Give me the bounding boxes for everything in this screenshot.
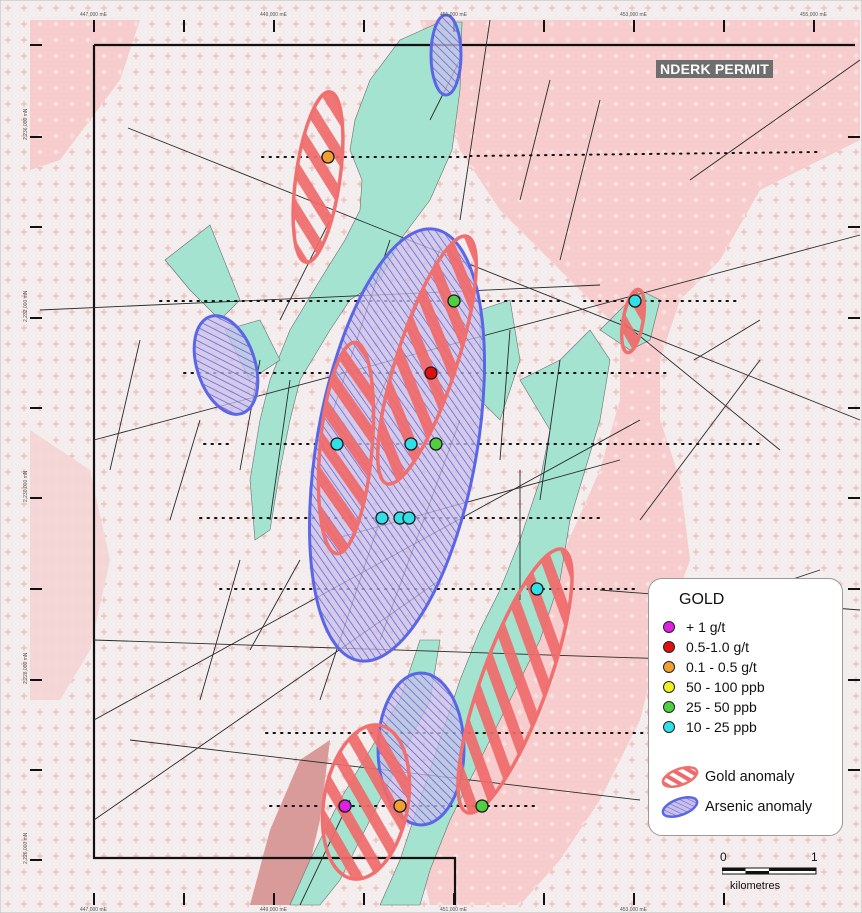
- cyan-dot-icon: [663, 721, 675, 733]
- legend-title: GOLD: [679, 591, 725, 608]
- sample-point-cyan: [375, 511, 389, 525]
- coord-bottom-label: 453,000 mE: [620, 907, 648, 913]
- coord-left-label: 2,236,000 mN: [23, 108, 29, 140]
- gold-anomaly-label: Gold anomaly: [705, 769, 795, 785]
- map-legend: GOLD + 1 g/t 0.5-1.0 g/t 0.1 - 0.5 g/t 5…: [648, 578, 843, 836]
- legend-item: 0.1 - 0.5 g/t: [663, 657, 757, 677]
- legend-item-label: + 1 g/t: [686, 619, 726, 635]
- sample-point-green: [429, 437, 443, 451]
- legend-gold-anomaly: Gold anomaly: [659, 762, 794, 792]
- gold-anomaly: [320, 723, 412, 881]
- legend-item: + 1 g/t: [663, 617, 725, 637]
- sample-point-cyan: [402, 511, 416, 525]
- coord-top-label: 455,000 mE: [800, 12, 828, 18]
- legend-arsenic-anomaly: Arsenic anomaly: [659, 792, 812, 822]
- scale-bar-graphic: [722, 867, 817, 875]
- coord-left-label: 2,226,000 mN: [23, 832, 29, 864]
- magenta-dot-icon: [663, 621, 675, 633]
- sample-point-green: [475, 799, 489, 813]
- sample-point-orange: [393, 799, 407, 813]
- coord-bottom-label: 447,000 mE: [80, 907, 108, 913]
- gold-anomaly: [456, 547, 574, 815]
- legend-item-label: 10 - 25 ppb: [686, 719, 757, 735]
- coord-top-label: 453,000 mE: [620, 12, 648, 18]
- coord-bottom-label: 451,000 mE: [440, 907, 468, 913]
- sample-point-green: [447, 294, 461, 308]
- gold-anomaly: [316, 340, 376, 556]
- coord-top-label: 449,000 mE: [260, 12, 288, 18]
- coord-left-label: 2,228,000 mN: [23, 652, 29, 684]
- coord-bottom-label: 449,000 mE: [260, 907, 288, 913]
- sample-point-red: [424, 366, 438, 380]
- legend-item-label: 0.1 - 0.5 g/t: [686, 659, 757, 675]
- coord-left-label: 2,232,000 mN: [23, 290, 29, 322]
- legend-item-label: 0.5-1.0 g/t: [686, 639, 750, 655]
- arsenic-anomaly: [429, 13, 463, 97]
- scale-unit-label: kilometres: [730, 880, 781, 892]
- permit-label: NDERK PERMIT: [656, 60, 773, 78]
- sample-point-cyan: [530, 582, 544, 596]
- coord-left-label: 2,230,000 mN: [23, 470, 29, 502]
- legend-item-label: 50 - 100 ppb: [686, 679, 765, 695]
- scale-zero-label: 0: [720, 850, 727, 864]
- arsenic-anomaly: [192, 314, 260, 416]
- sample-point-cyan: [404, 437, 418, 451]
- legend-item: 10 - 25 ppb: [663, 717, 757, 737]
- legend-item: 25 - 50 ppb: [663, 697, 757, 717]
- legend-item: 0.5-1.0 g/t: [663, 637, 749, 657]
- sample-point-orange: [321, 150, 335, 164]
- coord-top-label: 447,000 mE: [80, 12, 108, 18]
- green-dot-icon: [663, 701, 675, 713]
- legend-item-label: 25 - 50 ppb: [686, 699, 757, 715]
- yellow-dot-icon: [663, 681, 675, 693]
- scale-one-label: 1: [811, 850, 818, 864]
- orange-dot-icon: [663, 661, 675, 673]
- gold-anomaly-icon: [661, 766, 699, 788]
- sample-point-cyan: [628, 294, 642, 308]
- arsenic-anomaly-label: Arsenic anomaly: [705, 799, 813, 815]
- legend-item: 50 - 100 ppb: [663, 677, 765, 697]
- sample-point-magenta: [338, 799, 352, 813]
- red-dot-icon: [663, 641, 675, 653]
- gold-anomaly: [291, 90, 345, 264]
- scale-bar: 0 1 kilometres: [720, 850, 820, 892]
- arsenic-anomaly-icon: [661, 796, 699, 818]
- coord-top-label: 451,000 mE: [440, 12, 468, 18]
- sample-point-cyan: [330, 437, 344, 451]
